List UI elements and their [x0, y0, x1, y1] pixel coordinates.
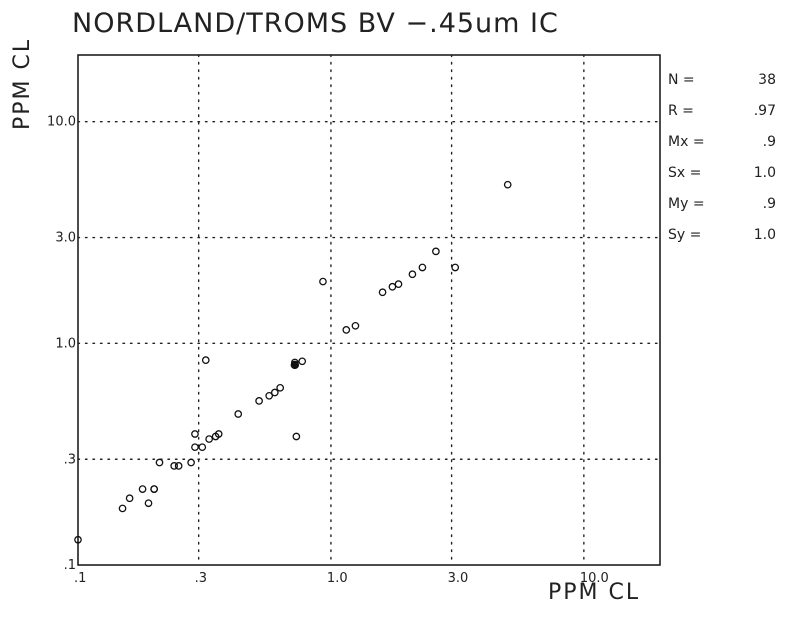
- stat-value: 1.0: [753, 165, 776, 181]
- statistics-panel: N = 38 R = .97 Mx = .9 Sx = 1.0 My = .9 …: [668, 72, 776, 258]
- data-point: [276, 383, 285, 392]
- x-tick-label: 1.0: [327, 571, 348, 586]
- data-points: [74, 180, 512, 544]
- x-tick-label: .1: [74, 571, 86, 586]
- data-point: [388, 282, 397, 291]
- stat-row-r: R = .97: [668, 103, 776, 134]
- stat-value: .9: [762, 196, 776, 212]
- data-point: [74, 535, 82, 544]
- y-tick-label: .3: [64, 452, 76, 467]
- stat-row-mx: Mx = .9: [668, 134, 776, 165]
- stat-value: 1.0: [753, 227, 776, 243]
- grid-lines: [77, 54, 661, 566]
- data-point: [342, 326, 351, 334]
- data-point: [170, 462, 179, 470]
- stat-value: .9: [762, 134, 776, 150]
- data-point: [270, 388, 279, 397]
- stat-row-my: My = .9: [668, 196, 776, 227]
- data-point: [138, 485, 147, 493]
- data-point: [144, 499, 153, 508]
- stat-label: N =: [668, 72, 695, 88]
- data-point: [298, 357, 307, 366]
- y-tick-label: 10.0: [47, 115, 76, 130]
- y-tick-labels: .1 .3 1.0 3.0 10.0: [47, 115, 76, 573]
- data-point: [187, 458, 195, 467]
- y-tick-label: 1.0: [55, 336, 76, 351]
- data-point: [234, 410, 243, 418]
- data-point: [155, 458, 164, 467]
- data-point: [503, 180, 512, 189]
- data-point: [292, 432, 301, 441]
- plot-area-frame: [77, 54, 661, 566]
- stat-row-n: N = 38: [668, 72, 776, 103]
- data-point: [150, 485, 158, 493]
- data-point: [255, 397, 263, 405]
- data-point: [198, 443, 207, 452]
- data-point: [290, 358, 299, 367]
- x-tick-label: .3: [195, 571, 207, 586]
- data-point: [378, 288, 387, 297]
- stat-row-sx: Sx = 1.0: [668, 165, 776, 196]
- stat-value: 38: [758, 72, 776, 88]
- stat-row-sy: Sy = 1.0: [668, 227, 776, 258]
- y-axis-label: PPM CL: [10, 37, 35, 130]
- data-point: [451, 263, 460, 272]
- data-point: [351, 321, 360, 330]
- stat-label: R =: [668, 103, 694, 119]
- data-point: [214, 430, 223, 438]
- chart-title: NORDLAND/TROMS BV −.45um IC: [72, 8, 559, 39]
- x-tick-label: 10.0: [580, 571, 609, 586]
- stat-label: Sx =: [668, 165, 702, 181]
- y-tick-label: 3.0: [55, 231, 76, 246]
- data-point: [191, 430, 199, 438]
- data-point: [118, 504, 127, 513]
- stat-value: .97: [753, 103, 776, 119]
- data-point: [201, 356, 210, 364]
- stat-label: Mx =: [668, 134, 705, 150]
- data-point: [418, 263, 427, 272]
- data-point: [432, 247, 440, 256]
- x-axis-label: PPM CL: [548, 580, 641, 605]
- stat-label: Sy =: [668, 227, 702, 243]
- data-point: [319, 277, 327, 286]
- stat-label: My =: [668, 196, 705, 212]
- data-point: [265, 391, 274, 400]
- x-tick-labels: .1 .3 1.0 3.0 10.0: [74, 571, 609, 586]
- data-point: [394, 280, 403, 288]
- data-point: [408, 270, 417, 279]
- data-point: [191, 443, 199, 452]
- data-point: [290, 360, 300, 370]
- data-point: [125, 494, 134, 503]
- data-point: [205, 435, 213, 443]
- y-tick-label: .1: [64, 558, 76, 573]
- data-point: [174, 462, 183, 470]
- x-tick-label: 3.0: [448, 571, 469, 586]
